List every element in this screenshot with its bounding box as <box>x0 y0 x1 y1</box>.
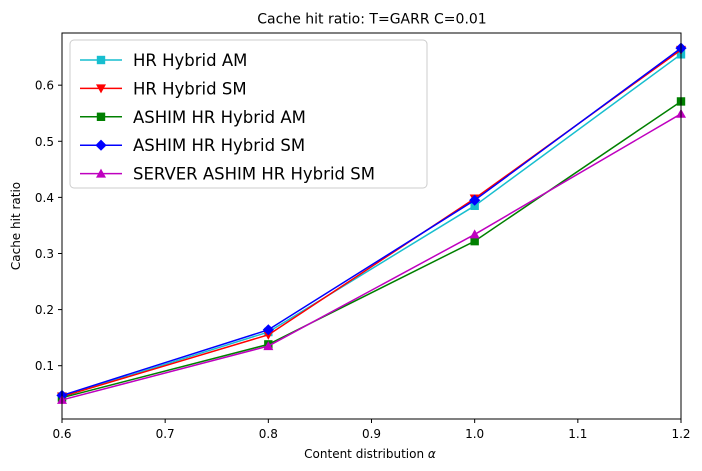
legend-entry-3: ASHIM HR Hybrid SM <box>80 136 305 155</box>
x-tick-label: 0.9 <box>362 427 381 441</box>
legend-marker <box>96 84 106 94</box>
legend: HR Hybrid AM HR Hybrid SM ASHIM HR Hybrid … <box>69 39 428 189</box>
series-line <box>61 113 682 401</box>
x-axis-label-symbol: α <box>428 447 436 461</box>
series-line <box>61 47 682 397</box>
legend-label: SERVER ASHIM HR Hybrid SM <box>133 165 375 184</box>
x-tick-label: 0.6 <box>52 427 71 441</box>
x-axis-label: Content distribution α <box>304 447 436 461</box>
legend-box <box>69 39 428 189</box>
y-tick-label: 0.2 <box>35 303 54 317</box>
legend-label: HR Hybrid AM <box>133 51 247 70</box>
legend-entry-1: HR Hybrid SM <box>80 79 247 98</box>
y-tick-label: 0.6 <box>35 79 54 93</box>
x-tick-label: 0.8 <box>259 427 278 441</box>
y-tick-label: 0.1 <box>35 359 54 373</box>
x-tick-label: 1.1 <box>568 427 587 441</box>
legend-marker <box>96 112 106 121</box>
data-point <box>262 324 274 336</box>
legend-entry-4: SERVER ASHIM HR Hybrid SM <box>80 165 375 184</box>
x-tick-label: 1.2 <box>671 427 690 441</box>
legend-label: HR Hybrid SM <box>133 79 247 98</box>
data-point <box>469 194 481 206</box>
legend-marker <box>96 55 106 65</box>
x-tick-label: 1.0 <box>465 427 484 441</box>
data-point <box>263 341 274 351</box>
legend-label: ASHIM HR Hybrid AM <box>133 108 306 127</box>
y-axis-label: Cache hit ratio <box>9 182 23 270</box>
data-point <box>470 236 479 246</box>
legend-entry-0: HR Hybrid AM <box>80 51 247 70</box>
legend-marker <box>95 139 107 151</box>
y-tick-label: 0.3 <box>35 247 54 261</box>
plot-area: 0.6 0.7 0.8 0.9 1.0 1.1 1.2 0.1 0.2 0.3 0.4 0.5 0.6 <box>35 32 691 441</box>
x-tick-label: 0.7 <box>156 427 175 441</box>
legend-marker <box>96 168 106 178</box>
data-point <box>470 201 479 211</box>
y-tick-label: 0.5 <box>35 135 54 149</box>
legend-entry-2: ASHIM HR Hybrid AM <box>80 108 306 127</box>
legend-label: ASHIM HR Hybrid SM <box>133 136 305 155</box>
series-line <box>61 100 682 399</box>
series-line <box>61 53 682 398</box>
series-4 <box>57 108 686 404</box>
y-tick-label: 0.4 <box>35 191 54 205</box>
chart-title: Cache hit ratio: T=GARR C=0.01 <box>257 12 486 28</box>
data-point <box>469 229 480 239</box>
